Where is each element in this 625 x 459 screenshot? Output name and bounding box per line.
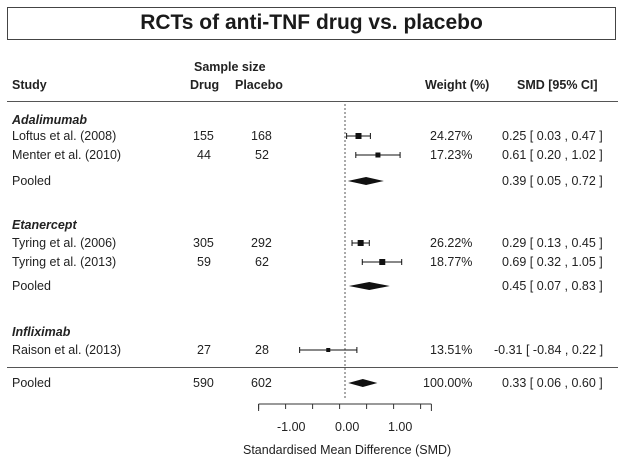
study-point bbox=[375, 152, 381, 158]
placebo-n: 62 bbox=[255, 255, 269, 269]
study-weight: 13.51% bbox=[430, 343, 473, 357]
header-drug: Drug bbox=[190, 78, 220, 92]
study-ci-text: 0.61 [ 0.20 , 1.02 ] bbox=[502, 148, 603, 162]
study-weight: 24.27% bbox=[430, 129, 473, 143]
study-point bbox=[326, 348, 331, 352]
overall-drug-n: 590 bbox=[193, 376, 214, 390]
placebo-n: 292 bbox=[251, 236, 272, 250]
overall-ci-text: 0.33 [ 0.06 , 0.60 ] bbox=[502, 376, 603, 390]
drug-n: 59 bbox=[197, 255, 211, 269]
study-ci-text: -0.31 [ -0.84 , 0.22 ] bbox=[494, 343, 604, 357]
overall-weight: 100.00% bbox=[423, 376, 473, 390]
tick-label: 1.00 bbox=[388, 420, 413, 434]
drug-n: 305 bbox=[193, 236, 214, 250]
pooled-diamond bbox=[347, 177, 384, 185]
group-label-etanercept: Etanercept bbox=[12, 218, 77, 232]
tick-label: -1.00 bbox=[277, 420, 306, 434]
drug-n: 27 bbox=[197, 343, 211, 357]
pooled-label: Pooled bbox=[12, 174, 51, 188]
overall-diamond bbox=[348, 379, 378, 387]
header-sample-size: Sample size bbox=[194, 60, 266, 74]
study-point bbox=[357, 240, 364, 246]
header-weight: Weight (%) bbox=[425, 78, 490, 92]
header-divider bbox=[7, 101, 618, 102]
chart-title: RCTs of anti-TNF drug vs. placebo bbox=[7, 7, 616, 40]
study-point bbox=[355, 133, 362, 139]
overall-divider bbox=[7, 367, 618, 368]
pooled-diamond bbox=[348, 282, 390, 290]
drug-n: 44 bbox=[197, 148, 211, 162]
placebo-n: 52 bbox=[255, 148, 269, 162]
study-weight: 26.22% bbox=[430, 236, 473, 250]
study-label: Menter et al. (2010) bbox=[12, 148, 122, 162]
overall-label: Pooled bbox=[12, 376, 51, 390]
placebo-n: 28 bbox=[255, 343, 269, 357]
x-axis-label: Standardised Mean Difference (SMD) bbox=[243, 443, 452, 457]
study-ci-text: 0.29 [ 0.13 , 0.45 ] bbox=[502, 236, 603, 250]
drug-n: 155 bbox=[193, 129, 214, 143]
study-weight: 18.77% bbox=[430, 255, 473, 269]
overall-placebo-n: 602 bbox=[251, 376, 272, 390]
study-ci-text: 0.69 [ 0.32 , 1.05 ] bbox=[502, 255, 603, 269]
group-label-infliximab: Infliximab bbox=[12, 325, 71, 339]
header-study: Study bbox=[12, 78, 47, 92]
tick-label: 0.00 bbox=[335, 420, 360, 434]
study-label: Tyring et al. (2013) bbox=[12, 255, 117, 269]
pooled-ci-text: 0.39 [ 0.05 , 0.72 ] bbox=[502, 174, 603, 188]
pooled-ci-text: 0.45 [ 0.07 , 0.83 ] bbox=[502, 279, 603, 293]
study-ci-text: 0.25 [ 0.03 , 0.47 ] bbox=[502, 129, 603, 143]
group-label-adalimumab: Adalimumab bbox=[12, 113, 88, 127]
study-label: Tyring et al. (2006) bbox=[12, 236, 117, 250]
study-weight: 17.23% bbox=[430, 148, 473, 162]
header-smd: SMD [95% CI] bbox=[517, 78, 598, 92]
header-placebo: Placebo bbox=[235, 78, 283, 92]
study-label: Raison et al. (2013) bbox=[12, 343, 122, 357]
study-point bbox=[379, 259, 386, 265]
pooled-label: Pooled bbox=[12, 279, 51, 293]
study-label: Loftus et al. (2008) bbox=[12, 129, 117, 143]
placebo-n: 168 bbox=[251, 129, 272, 143]
